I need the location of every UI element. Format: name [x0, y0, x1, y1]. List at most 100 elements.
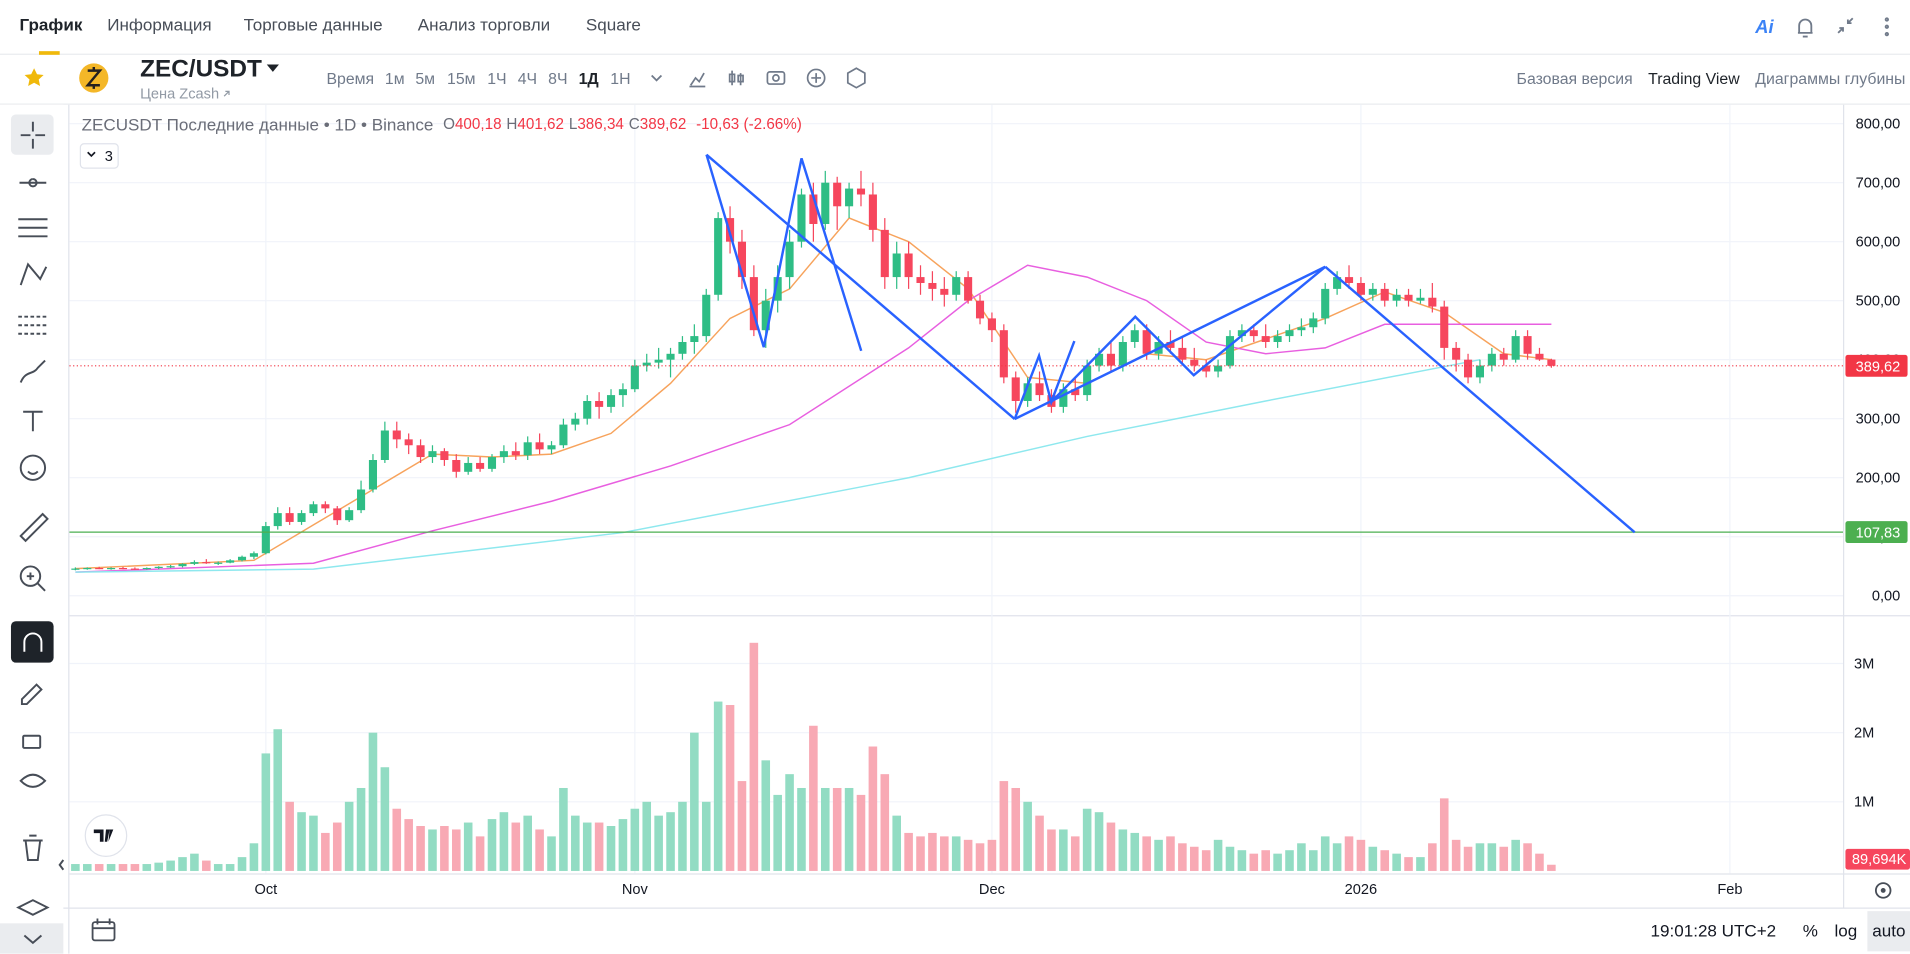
interval-button[interactable]: 1Д: [578, 69, 599, 88]
volume-bar: [487, 819, 497, 871]
brush-tool[interactable]: [19, 359, 46, 383]
bell-icon[interactable]: [1797, 18, 1813, 38]
screenshot-icon[interactable]: [766, 71, 786, 85]
volume-bar: [1082, 808, 1092, 871]
candle-body: [523, 442, 532, 456]
visibility-tool[interactable]: [19, 773, 47, 788]
collapse-icon[interactable]: [23, 934, 43, 945]
interval-button[interactable]: 1м: [384, 69, 405, 88]
volume-bar: [1273, 853, 1282, 871]
view-button[interactable]: Диаграммы глубины: [1755, 69, 1906, 88]
interval-button[interactable]: 4Ч: [517, 69, 538, 88]
favorite-star[interactable]: [24, 68, 44, 86]
nav-tab[interactable]: Анализ торговли: [417, 14, 551, 35]
x-tick-label: 2026: [1345, 882, 1378, 898]
view-button[interactable]: Trading View: [1648, 69, 1740, 88]
indicator-toggle[interactable]: [79, 143, 119, 169]
text-tool[interactable]: [23, 410, 43, 432]
candle-body: [142, 567, 151, 570]
indicator-chevron: [87, 151, 96, 158]
indicator-icon[interactable]: [689, 72, 706, 88]
header-icons[interactable]: [1797, 17, 1889, 38]
layers-tool[interactable]: [16, 899, 50, 916]
candle-type-icon[interactable]: [728, 70, 744, 86]
nav-tab[interactable]: Торговые данные: [243, 14, 383, 35]
user-drawings[interactable]: [705, 153, 1636, 534]
interval-button[interactable]: 8Ч: [548, 69, 568, 88]
zoom-tool[interactable]: [19, 565, 42, 587]
magnet-tool[interactable]: [23, 632, 43, 652]
projection-tool[interactable]: [18, 315, 48, 335]
drawing-line[interactable]: [1014, 265, 1326, 421]
interval-button[interactable]: 1Ч: [487, 69, 507, 88]
emoji-tool[interactable]: [19, 454, 47, 481]
candle-body: [249, 553, 258, 557]
lock-draw-tool[interactable]: [20, 683, 43, 706]
view-button[interactable]: Базовая версия: [1516, 69, 1633, 88]
candle-body: [321, 504, 330, 509]
candle-body: [1095, 353, 1104, 366]
drawing-zigzag[interactable]: [1013, 340, 1076, 420]
legend-value: 400,18: [454, 115, 502, 133]
calendar-icon[interactable]: [91, 921, 116, 942]
candle-body: [1475, 365, 1485, 378]
nav-tab[interactable]: График: [19, 14, 83, 35]
sidebar-toggle[interactable]: [58, 859, 65, 871]
interval-button[interactable]: 15м: [447, 69, 476, 88]
drawing-line[interactable]: [705, 153, 1016, 420]
candle-body: [595, 400, 604, 407]
more-dot[interactable]: [1884, 24, 1889, 29]
delete-tool[interactable]: [23, 834, 43, 861]
interval-dropdown[interactable]: [651, 74, 663, 82]
candle-body: [1511, 336, 1520, 360]
volume-bar: [761, 760, 771, 871]
percent-toggle[interactable]: %: [1802, 920, 1818, 941]
external-link-icon[interactable]: [223, 90, 230, 97]
volume-bar: [975, 843, 985, 871]
volume-bar: [475, 836, 485, 871]
chart-tools[interactable]: [689, 67, 866, 89]
more-dot[interactable]: [1884, 17, 1889, 22]
settings-hex-icon[interactable]: [846, 67, 866, 89]
volume-bar: [118, 864, 128, 871]
more-dot[interactable]: [1884, 31, 1889, 37]
crosshair-tool[interactable]: [20, 121, 46, 149]
settings-icon[interactable]: [1874, 882, 1892, 899]
ai-button[interactable]: Ai: [1755, 17, 1774, 38]
volume-bar: [820, 787, 830, 871]
symbol-subtitle[interactable]: Цена Zcash: [140, 85, 220, 103]
volume-bar: [1392, 853, 1401, 871]
drawing-tools[interactable]: [10, 114, 65, 945]
interval-button[interactable]: 1Н: [610, 69, 631, 88]
volume-bar: [237, 857, 247, 871]
nav-tab[interactable]: Информация: [107, 14, 212, 35]
fib-tool[interactable]: [18, 218, 48, 238]
volume-bar: [1511, 839, 1520, 871]
add-icon[interactable]: [806, 68, 826, 88]
volume-bar: [1047, 829, 1056, 871]
ruler-tool[interactable]: [19, 512, 49, 543]
pattern-tool[interactable]: [19, 262, 48, 286]
pair-dropdown[interactable]: [266, 64, 279, 72]
symbol-pair[interactable]: ZEC/USDT: [140, 56, 262, 83]
log-toggle[interactable]: log: [1834, 920, 1858, 941]
volume-bar: [1142, 836, 1151, 871]
auto-toggle[interactable]: auto: [1872, 920, 1906, 941]
volume-bar: [106, 864, 116, 871]
shrink-icon[interactable]: [1837, 17, 1854, 34]
drawing-line[interactable]: [1324, 265, 1636, 534]
volume-tag-label: 89,694K: [1852, 852, 1907, 868]
unlock-tool[interactable]: [22, 734, 42, 749]
volume-bar: [213, 864, 223, 871]
candle-body: [1368, 288, 1377, 295]
interval-label: Время: [326, 69, 375, 88]
line-tool[interactable]: [19, 178, 47, 188]
drawing-zigzag[interactable]: [705, 154, 863, 352]
volume-bar: [809, 725, 818, 871]
interval-button[interactable]: 5м: [415, 69, 436, 88]
legend-key: C: [628, 115, 640, 133]
nav-tab[interactable]: Square: [585, 14, 641, 35]
volume-bar: [249, 843, 259, 871]
candle-body: [1344, 277, 1354, 283]
candle-body: [749, 277, 758, 331]
